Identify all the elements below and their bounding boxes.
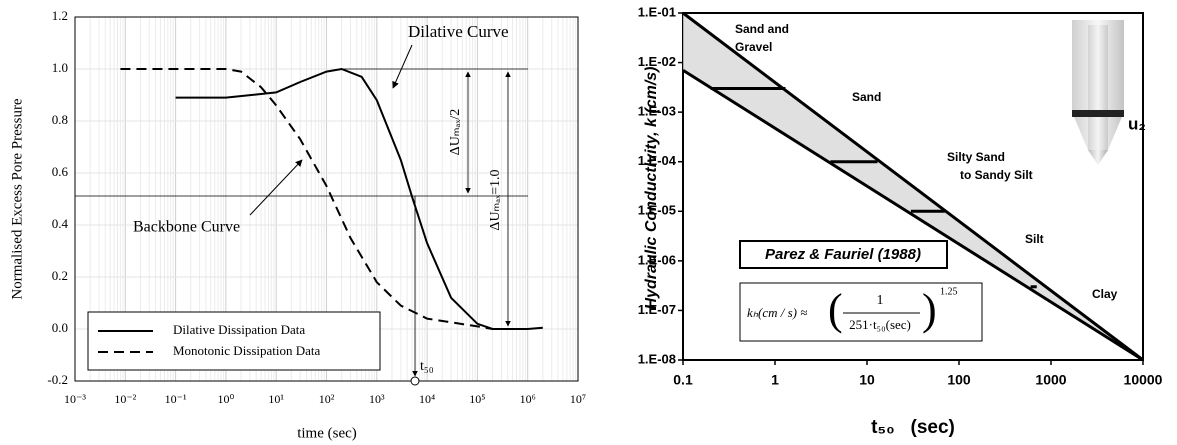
- annotation-arrow: [249, 159, 303, 216]
- plot-frame: [74, 16, 579, 382]
- y-tick-label: 0.6: [52, 164, 69, 179]
- x-tick-label: 0.1: [673, 372, 693, 388]
- plot-frame: [682, 12, 1144, 361]
- x-tick-label: 10⁻³: [64, 392, 86, 406]
- left-chart: time (sec) Normalised Excess Pore Pressu…: [9, 8, 586, 441]
- y-tick-label: 1.E-02: [638, 54, 676, 69]
- y-tick-label: 0.8: [52, 112, 68, 127]
- legend-label: Monotonic Dissipation Data: [173, 343, 321, 358]
- y-tick-label: 0.0: [52, 320, 68, 335]
- y-tick-label: 1.0: [52, 60, 68, 75]
- right-chart: u₂ Hydraulic Conductivity, k (cm/s) t₅₀ …: [638, 4, 1163, 438]
- x-tick-label: 10⁰: [217, 392, 234, 406]
- y-tick-label: 1.E-05: [638, 203, 676, 218]
- formula-exponent: 1.25: [940, 286, 958, 297]
- series-line: [120, 68, 493, 330]
- y-axis-label: Hydraulic Conductivity, k (cm/s): [643, 66, 660, 309]
- y-tick-label: 0.2: [52, 268, 68, 283]
- y-tick-label: 1.E-03: [638, 104, 676, 119]
- y-axis-label: Normalised Excess Pore Pressure: [9, 98, 25, 300]
- y-tick-label: 1.E-06: [638, 252, 676, 267]
- legend-box: [87, 311, 381, 371]
- zone-label: Sand and: [735, 22, 789, 36]
- annotation: t₅₀: [420, 359, 434, 374]
- t50-marker: [410, 376, 420, 386]
- x-tick-label: 10⁵: [469, 392, 485, 406]
- formula-numerator: 1: [877, 293, 884, 308]
- x-tick-label: 10¹: [268, 392, 284, 406]
- annotation: Backbone Curve: [133, 219, 240, 236]
- source-box: [739, 240, 948, 269]
- y-tick-label: 0.4: [52, 216, 69, 231]
- zone-label: Silty Sand: [947, 150, 1005, 164]
- zone-label: Sand: [852, 90, 881, 104]
- formula-paren: ): [922, 285, 937, 334]
- series-line: [682, 68, 1144, 362]
- formula-box: [739, 282, 983, 342]
- x-tick-label: 10²: [319, 392, 335, 406]
- legend-label: Dilative Dissipation Data: [173, 322, 305, 337]
- x-tick-label: 1: [771, 372, 779, 388]
- y-tick-label: -0.2: [47, 372, 68, 387]
- formula-paren: (: [828, 285, 843, 334]
- formula-lhs: kₕ(cm / s) ≈: [747, 305, 807, 320]
- formula-denominator: 251·t₅₀(sec): [849, 317, 911, 332]
- formula: kₕ(cm / s) ≈ ( 1 251·t₅₀(sec) ) 1.25: [747, 285, 958, 334]
- y-tick-label: 1.2: [52, 8, 68, 23]
- annotation: ΔUₘₐₓ/2: [448, 109, 463, 156]
- zone-label: Silt: [1025, 232, 1044, 246]
- source-label: Parez & Fauriel (1988): [765, 246, 921, 263]
- y-tick-label: 1.E-07: [638, 302, 676, 317]
- x-tick-label: 10: [859, 372, 875, 388]
- x-tick-label: 10⁻¹: [165, 392, 187, 406]
- y-tick-label: 1.E-08: [638, 351, 676, 366]
- annotation: Dilative Curve: [408, 22, 509, 41]
- x-axis-label: t₅₀ (sec): [871, 417, 955, 438]
- series-line: [682, 11, 1144, 362]
- x-tick-label: 1000: [1035, 372, 1066, 388]
- zone-label: to Sandy Silt: [960, 168, 1033, 182]
- y-tick-label: 1.E-04: [638, 153, 677, 168]
- annotation: ΔUₘₐₓ=1.0: [488, 169, 503, 230]
- annotation-arrow: [392, 44, 413, 89]
- probe-band: [1072, 110, 1124, 117]
- zone-label: Gravel: [735, 40, 772, 54]
- x-axis-label: time (sec): [297, 425, 357, 441]
- probe-label: u₂: [1128, 114, 1146, 133]
- x-tick-label: 10⁶: [520, 392, 536, 406]
- x-tick-label: 100: [947, 372, 971, 388]
- y-tick-label: 1.E-01: [638, 4, 676, 19]
- x-tick-label: 10⁷: [570, 392, 586, 406]
- probe-icon: [1072, 20, 1124, 150]
- zone-label: Clay: [1092, 287, 1118, 301]
- x-tick-label: 10⁴: [419, 392, 435, 406]
- x-tick-label: 10000: [1124, 372, 1163, 388]
- x-tick-label: 10⁻²: [114, 392, 136, 406]
- series-line: [175, 67, 543, 330]
- x-tick-label: 10³: [369, 392, 385, 406]
